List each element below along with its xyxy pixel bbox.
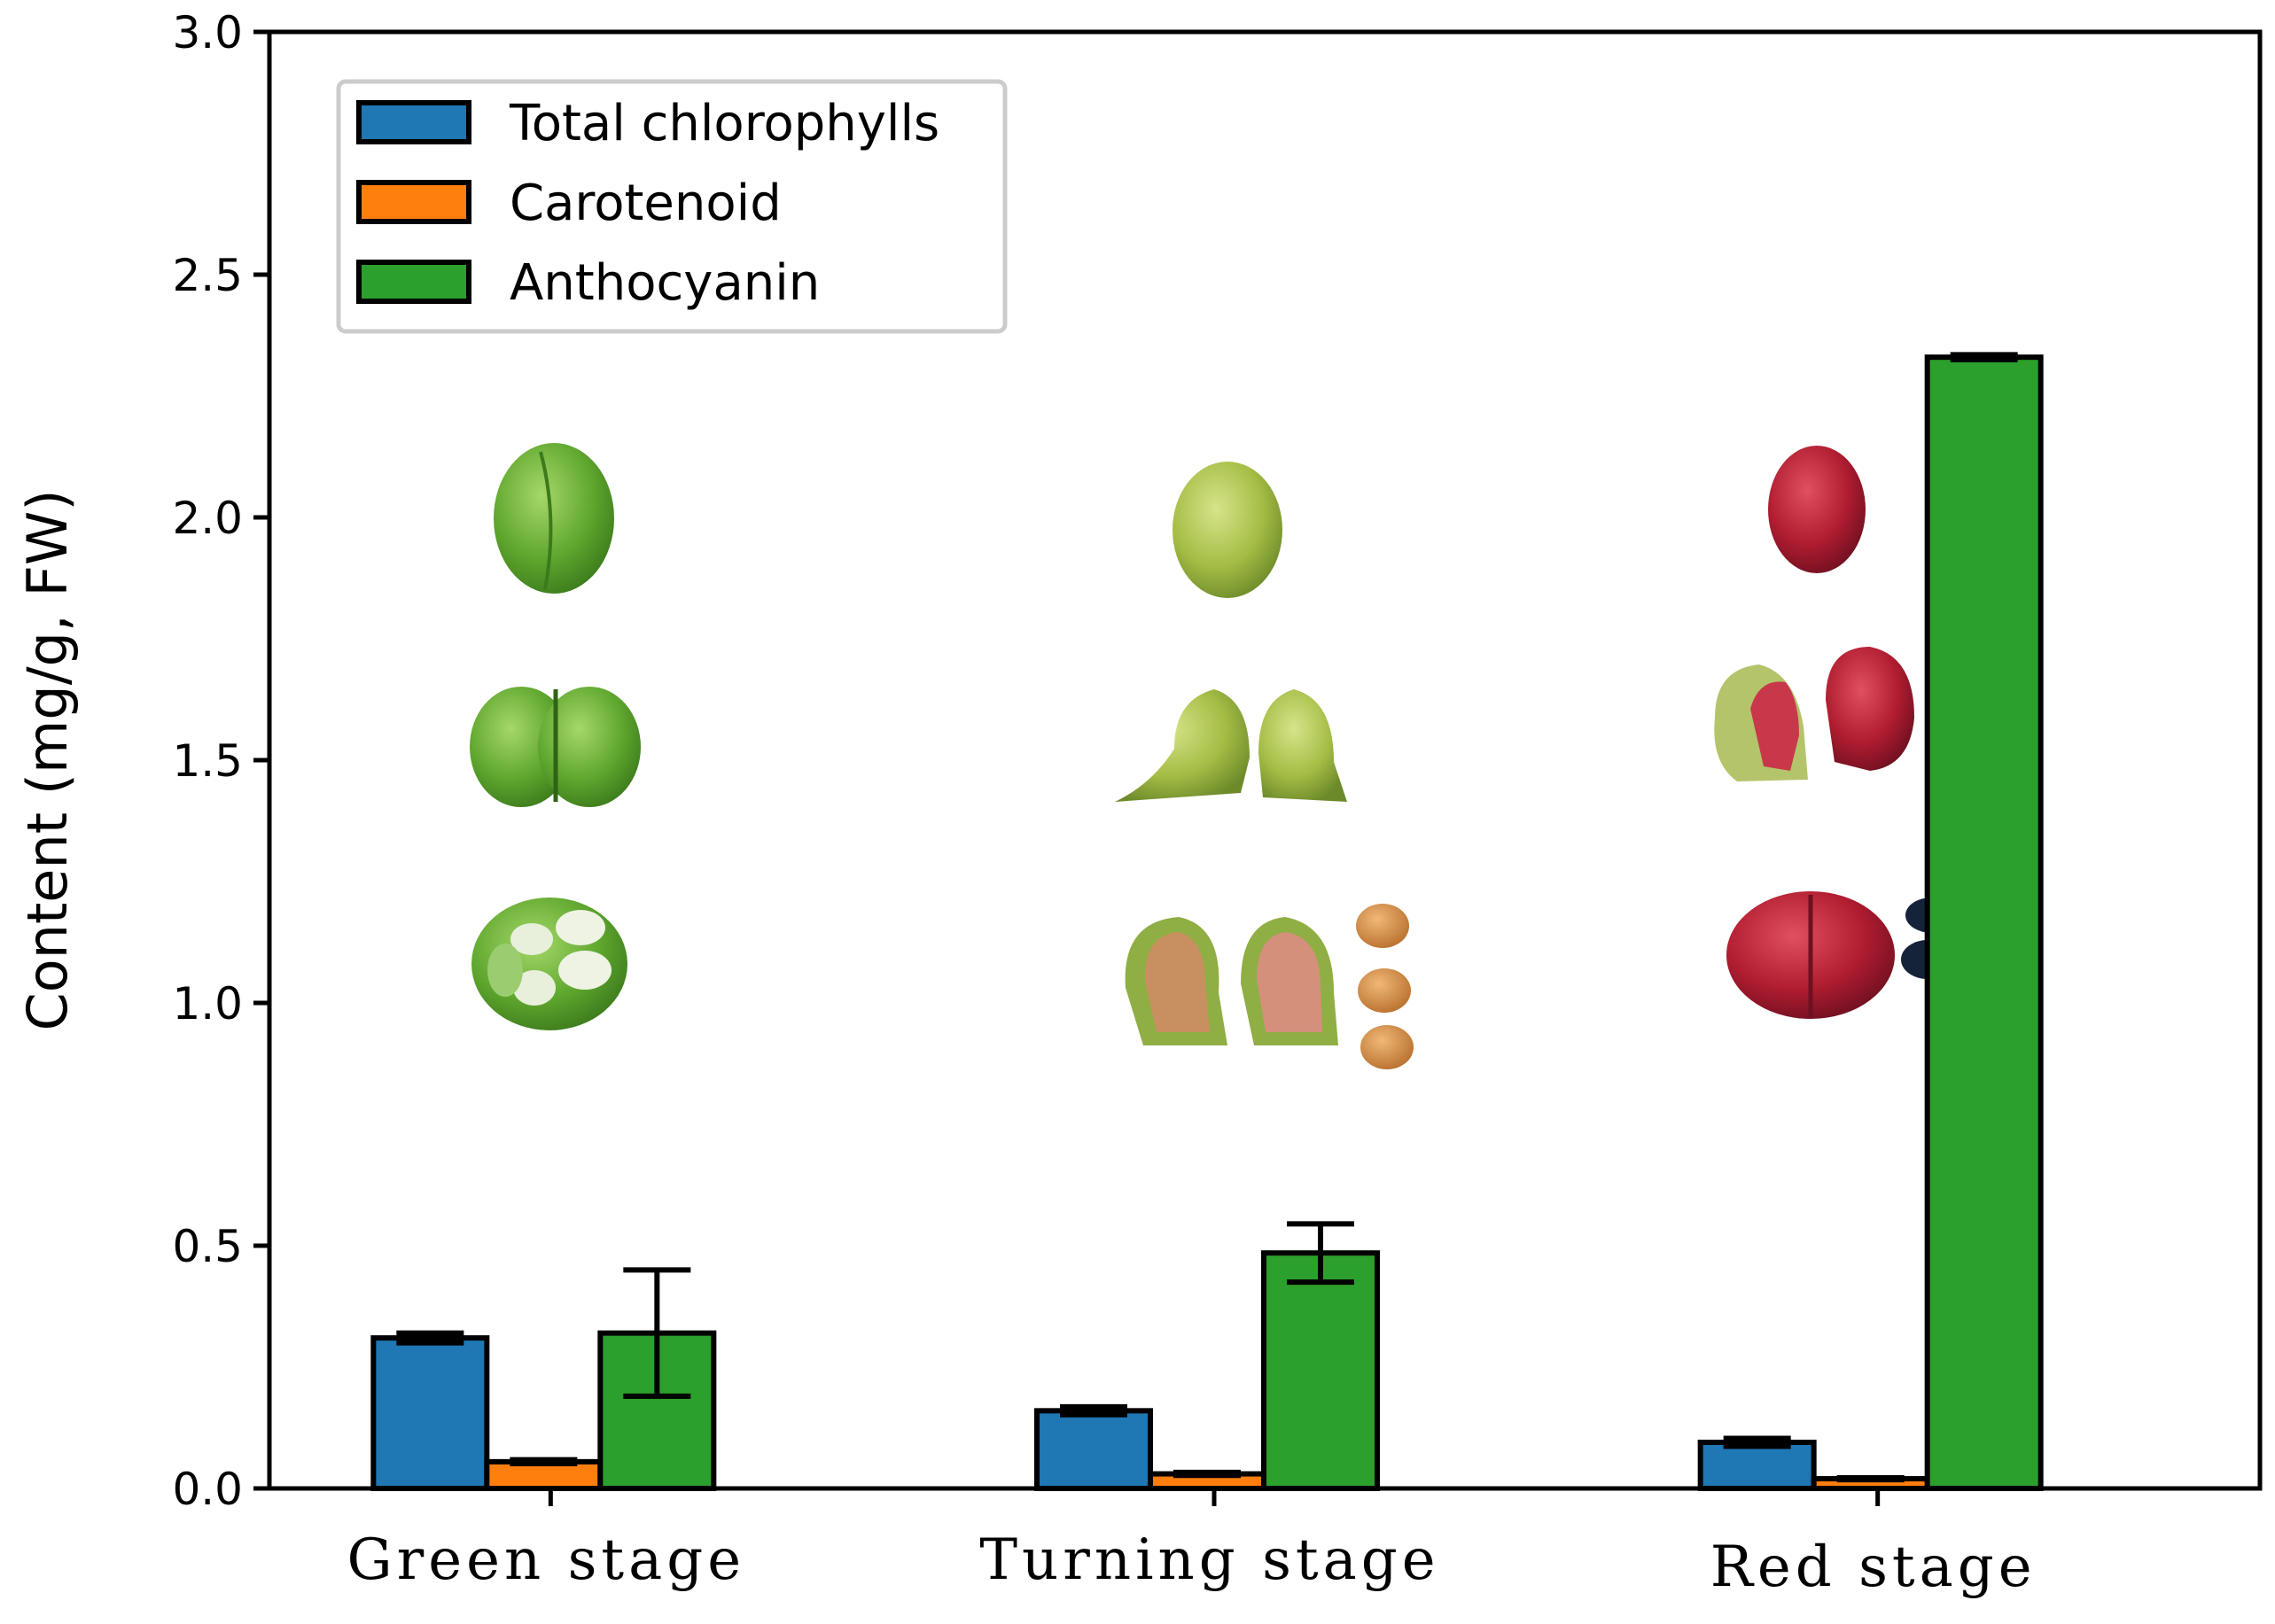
legend-label: Anthocyanin xyxy=(510,254,820,312)
y-tick-label: 1.5 xyxy=(172,735,243,787)
green-fruit-photos xyxy=(470,443,641,1030)
legend-label: Total chlorophylls xyxy=(509,95,939,152)
y-tick-label: 2.5 xyxy=(172,250,243,301)
turning-fruit-photos xyxy=(1115,462,1414,1069)
legend-swatch xyxy=(356,100,471,144)
bar-total-chlorophylls xyxy=(1697,1439,1817,1491)
bar-total-chlorophylls xyxy=(370,1335,490,1491)
legend-frame xyxy=(336,79,1008,334)
y-axis-ticks: 0.0 0.5 1.0 1.5 2.0 2.5 3.0 xyxy=(172,7,269,1515)
x-tick-label: Red stage xyxy=(1710,1535,2037,1600)
y-tick-label: 0.5 xyxy=(172,1221,243,1272)
legend-label: Carotenoid xyxy=(510,175,782,232)
legend: Total chlorophylls Carotenoid Anthocyanin xyxy=(336,79,1008,334)
y-tick-label: 2.0 xyxy=(172,493,243,544)
y-tick-label: 3.0 xyxy=(172,7,243,58)
bar-anthocyanin xyxy=(1924,354,2044,1491)
bar-total-chlorophylls xyxy=(1034,1408,1153,1491)
legend-swatch xyxy=(356,180,471,224)
y-tick-label: 1.0 xyxy=(172,978,243,1030)
legend-swatch xyxy=(356,260,471,304)
y-axis-title: Content (mg/g, FW) xyxy=(15,489,80,1030)
x-tick-label: Turning stage xyxy=(979,1527,1439,1593)
x-axis-ticks: Green stage Turning stage Red stage xyxy=(347,1488,2037,1600)
y-tick-label: 0.0 xyxy=(172,1464,243,1515)
x-tick-label: Green stage xyxy=(347,1527,746,1593)
bar-anthocyanin xyxy=(1261,1250,1380,1491)
